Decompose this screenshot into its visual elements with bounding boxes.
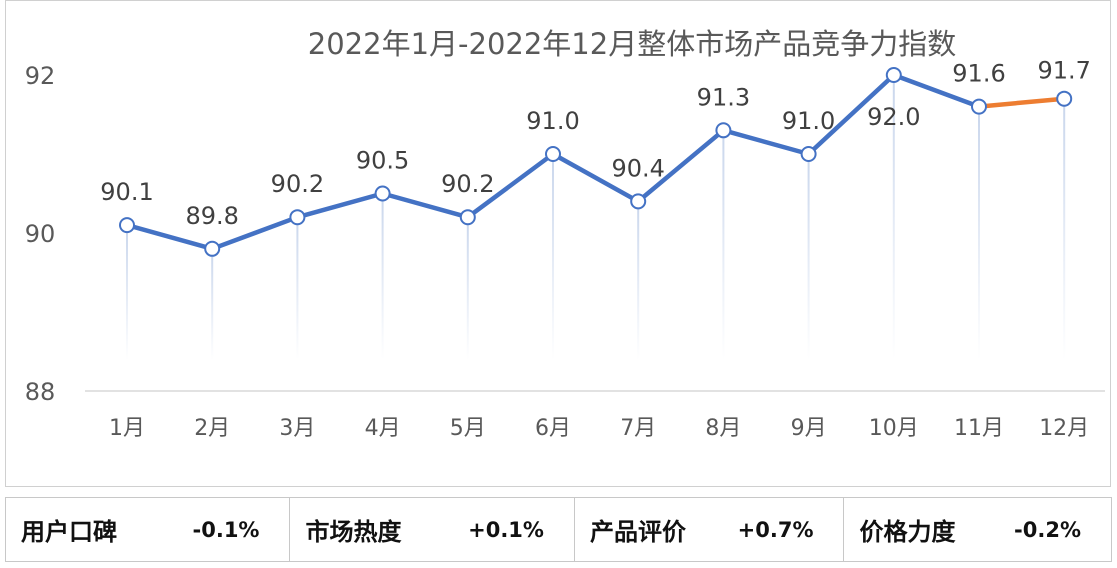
line-segment [124,222,215,252]
summary-cell: 用户口碑 -0.1% [6,498,291,561]
summary-label: 价格力度 [859,518,956,546]
drop-line [1063,98,1066,360]
data-label: 90.2 [441,170,494,198]
y-tick-label: 92 [25,62,56,90]
summary-value: -0.1% [192,517,260,542]
x-tick-label: 10月 [869,416,919,441]
summary-cell: 价格力度 -0.2% [844,498,1111,561]
summary-cell: 市场热度 +0.1% [290,498,575,561]
x-tick-label: 1月 [109,416,145,441]
data-point [204,240,221,257]
line-segment [380,191,471,220]
data-label: 91.7 [1037,57,1090,85]
line-segment [806,72,897,157]
data-point [289,209,306,226]
summary-value: +0.1% [468,517,544,542]
drop-line [466,217,469,360]
line-segment [891,72,982,109]
drop-line [381,193,384,360]
x-tick-label: 5月 [450,416,486,441]
line-segment [635,128,726,204]
data-point [119,217,135,234]
chart-title: 2022年1月-2022年12月整体市场产品竞争力指数 [308,27,956,61]
line-segment [465,151,556,220]
data-point [1056,90,1073,107]
line-segment-highlight [976,96,1067,109]
data-label: 91.0 [526,107,579,135]
data-label: 90.4 [611,154,664,182]
summary-value: +0.7% [737,517,814,542]
data-point [885,67,902,83]
drop-line [722,130,725,360]
drop-line [552,154,554,360]
drop-line [978,106,980,360]
x-tick-label: 12月 [1039,416,1089,441]
data-point [545,146,561,162]
data-label: 91.3 [697,83,750,111]
summary-table: 用户口碑 -0.1% 市场热度 +0.1% 产品评价 +0.7% 价格力度 -0.2% [5,497,1112,562]
x-tick-label: 3月 [279,416,315,441]
drop-line [807,154,810,360]
data-point [800,146,817,162]
x-tick-label: 7月 [620,416,656,441]
data-point [715,122,732,139]
line-segment [550,151,641,204]
drop-line [211,248,214,360]
summary-cell: 产品评价 +0.7% [575,498,845,561]
data-label: 91.6 [952,60,1005,88]
y-tick-label: 90 [25,220,56,248]
x-tick-label: 4月 [365,416,401,441]
line-segment [721,128,811,157]
summary-label: 用户口碑 [21,518,117,546]
data-label: 91.0 [782,107,835,135]
line-chart: 2022年1月-2022年12月整体市场产品竞争力指数 88 90 92 90.1 8… [25,27,1105,441]
data-point [459,209,476,226]
x-tick-label: 8月 [705,416,741,441]
data-label: 90.5 [356,147,409,175]
drop-line [892,75,895,360]
data-label: 92.0 [867,103,920,131]
data-point [630,193,647,210]
x-tick-label: 6月 [535,416,571,441]
y-tick-label: 88 [25,378,56,406]
data-point [971,98,987,115]
drop-line [296,217,299,360]
line-segment [295,191,385,220]
line-segment [209,214,300,252]
chart-frame [5,0,1111,487]
summary-label: 产品评价 [589,518,686,546]
summary-label: 市场热度 [305,518,402,546]
x-tick-label: 2月 [194,416,230,441]
data-label: 89.8 [185,202,238,230]
drop-line [637,201,640,360]
data-label: 90.1 [100,178,153,206]
drop-line [126,225,128,360]
data-point [374,185,391,202]
x-tick-label: 9月 [791,416,827,441]
x-tick-label: 11月 [954,416,1004,441]
data-label: 90.2 [271,170,324,198]
summary-value: -0.2% [1014,517,1081,542]
